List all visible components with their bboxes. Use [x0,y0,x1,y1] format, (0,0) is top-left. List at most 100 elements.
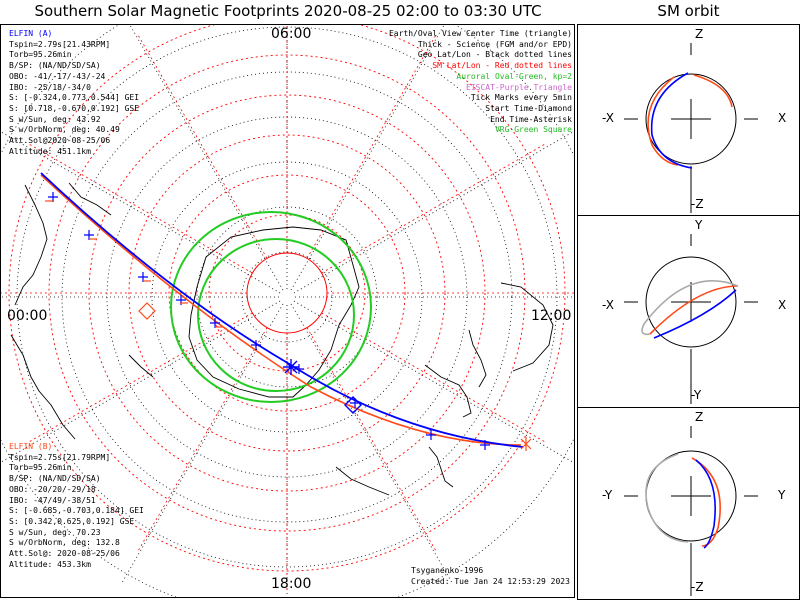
elfin-b-start-diamond [138,302,156,320]
elfin-a-line: Tspin=2.79s[21.43RPM] [9,39,111,49]
main-title: Southern Solar Magnetic Footprints 2020-… [34,2,542,20]
elfin-a-orbit [695,459,716,549]
sm-longitude-line [26,142,253,274]
legend-entry: Geo Lat/Lon - Black dotted lines [417,50,572,60]
geo-longitude-line [290,25,445,291]
axis-label-bottom: -Z [691,197,704,211]
coastline-segment [424,364,472,418]
elfin-b-line: S w/OrbNorm, deg: 132.8 [9,538,120,548]
elfin-a-line: S: [-0.324,0.773,0.544] GEI [9,93,140,103]
satellite-tracks [40,172,532,451]
orbit-back-side [641,280,739,336]
coastline-segment [335,466,390,496]
elfin-a-track [40,172,524,448]
elfin-b-line: S: [-0.685,-0.703,0.184] GEI [9,506,144,516]
coastline-segment [428,446,454,488]
geo-longitude-line [1,131,281,294]
elfin-b-track [40,174,522,446]
elfin-b-line: B/SP: (NA/ND/SD/SA) [9,474,101,484]
geo-latitude-circle [16,26,558,568]
axis-label-top: Z [695,410,704,424]
axis-label-right: Y [778,488,786,502]
axis-label-left: -X [602,298,614,312]
elfin-b-line: S w/Sun, deg: 70.23 [9,527,101,537]
coastline-segment [500,282,554,372]
elfin-b-line: IBO: -47/49/-38/51 [9,495,96,505]
axis-label-left: -X [602,111,614,125]
sm-latitude-circle [48,54,526,532]
elfin-b-info: ELFIN (B) Tspin=2.75s[21.79RPM] Torb=95.2… [9,442,144,570]
elfin-a-view-asterisk [283,359,299,375]
sm-panel-xy-plot [624,234,758,404]
elfin-a-line: Torb=95.26min [9,50,72,60]
elfin-a-line: IBO: -25/18/-34/0 [9,82,91,92]
coastline-segment [10,334,76,440]
elfin-b-line: OBO: -20/20/-29/18 [9,484,96,494]
sm-longitude-line [26,312,253,444]
auroral-oval-poleward [170,211,372,403]
geo-longitude-line [293,300,573,463]
mlt-label-top: 06:00 [271,26,312,42]
elfin-b-orbit [649,285,739,335]
sm-orbit-title: SM orbit [657,2,720,20]
geo-longitude-line [121,303,284,583]
earth-circle [645,73,737,165]
sm-longitude-line [321,142,548,274]
coastline-segment [14,184,48,306]
sm-latitude-circle [88,94,486,492]
sm-latitude-circle [208,214,366,372]
elfin-b-line: Altitude: 453.3km [9,559,91,569]
elfin-a-line: S w/OrbNorm, deg: 40.49 [9,125,120,135]
sm-longitude-line [136,327,268,554]
coastline-segment [468,329,487,388]
elfin-b-line: S: [0.342,0.625,0.192] GSE [9,516,135,526]
axis-label-right: X [778,298,787,312]
coastline-segment [68,182,112,216]
footprint-map-panel: 06:00 00:00 12:00 18:00 ELFIN (A) Tspin=… [0,24,575,598]
sm-longitude-line [306,32,438,259]
elfin-a-tick [251,340,261,350]
coastline [10,182,554,496]
elfin-a-tick [480,440,490,450]
coastline-segment [188,226,360,398]
mlt-label-right: 12:00 [531,308,572,324]
axis-label-bottom: -Y [691,388,702,402]
mlt-label-bottom: 18:00 [271,576,312,592]
geo-latitude-circle [241,251,333,343]
elfin-a-tick [210,318,220,328]
elfin-a-tick [294,364,304,374]
credits-created: Created: Tue Jan 24 12:53:29 2023 [411,576,570,586]
mlt-label-left: 00:00 [7,308,48,324]
geo-longitude-line [293,131,573,294]
legend-entry: Auroral Oval-Green, kp=2 [456,71,572,81]
sm-panel-yz: Z -Z -Y Y [577,407,800,600]
coastline-segment [128,354,154,378]
legend-entry: Tick Marks every 5min [470,93,572,103]
elfin-a-line: S w/Sun, deg: 43.92 [9,114,101,124]
legend-entry: EISCAT-Purple Triangle [466,82,572,92]
elfin-b-line: Torb=95.26min [9,463,72,473]
elfin-a-info: ELFIN (A) Tspin=2.79s[21.43RPM] Torb=95.2… [9,29,139,157]
auroral-oval-equatorward [197,238,355,392]
geo-longitude-line [129,25,284,291]
axis-label-left: -Y [602,488,613,502]
axis-label-right: X [778,111,787,125]
elfin-a-tick [426,430,436,440]
elfin-b-orbit-front [693,74,733,108]
elfin-b-orbit [647,76,679,166]
geo-longitude-line [1,300,281,463]
legend-entry: VRG-Green Square [494,125,572,135]
legend-entry: SM Lat/Lon - Red dotted lines [432,61,572,71]
elfin-a-line: S: [0.718,-0.670,0.192] GSE [9,103,140,113]
elfin-a-orbit [650,72,693,169]
geo-latitude-circle [196,206,378,388]
legend-entry: Start Time-Diamond [485,103,572,113]
auroral-oval [170,211,372,403]
legend: Earth/Oval View Center Time (triangle) Th… [389,29,572,136]
elfin-a-tick [48,192,58,202]
legend-entry: Thick - Science (FGM and/or EPD) [417,39,572,49]
sm-panel-xz: Z -Z -X X [577,24,800,216]
elfin-b-line: Att.Sol@: 2020-08-25/06 [9,549,120,559]
axis-label-top: Z [695,27,704,41]
elfin-a-line: Att.Sol@2020-08-25/06 [9,136,111,146]
